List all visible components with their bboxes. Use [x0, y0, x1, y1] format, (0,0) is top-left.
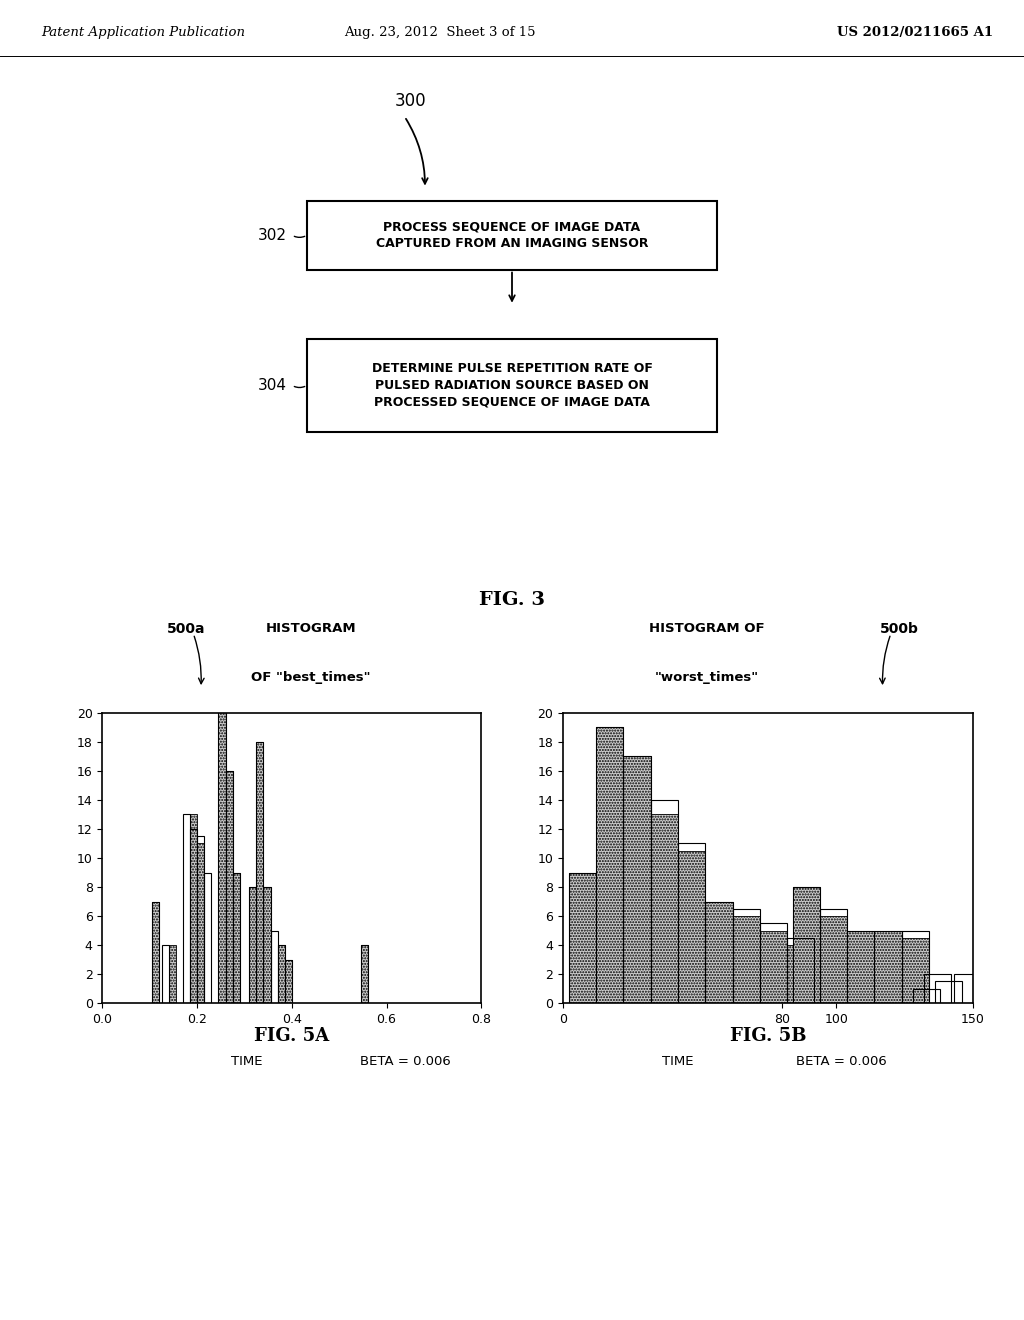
- Text: Patent Application Publication: Patent Application Publication: [41, 26, 245, 40]
- Bar: [678, 851, 706, 1003]
- Bar: [169, 945, 176, 1003]
- Text: TIME: TIME: [663, 1056, 693, 1068]
- Bar: [190, 829, 198, 1003]
- Bar: [263, 887, 270, 1003]
- Bar: [190, 814, 198, 1003]
- Text: DETERMINE PULSE REPETITION RATE OF
PULSED RADIATION SOURCE BASED ON
PROCESSED SE: DETERMINE PULSE REPETITION RATE OF PULSE…: [372, 362, 652, 409]
- Text: OF "best_times": OF "best_times": [251, 671, 371, 684]
- Text: US 2012/0211665 A1: US 2012/0211665 A1: [838, 26, 993, 40]
- Bar: [249, 887, 256, 1003]
- Text: PROCESS SEQUENCE OF IMAGE DATA
CAPTURED FROM AN IMAGING SENSOR: PROCESS SEQUENCE OF IMAGE DATA CAPTURED …: [376, 220, 648, 249]
- Bar: [285, 960, 292, 1003]
- Bar: [162, 945, 169, 1003]
- Bar: [218, 706, 225, 1003]
- Bar: [360, 945, 368, 1003]
- Bar: [153, 902, 160, 1003]
- Text: HISTOGRAM: HISTOGRAM: [265, 622, 356, 635]
- Bar: [847, 931, 874, 1003]
- Bar: [197, 843, 204, 1003]
- Bar: [650, 814, 678, 1003]
- Bar: [197, 837, 204, 1003]
- Bar: [307, 201, 717, 269]
- Bar: [624, 756, 650, 1003]
- Bar: [278, 945, 285, 1003]
- Bar: [225, 771, 232, 1003]
- Bar: [793, 887, 820, 1003]
- Bar: [820, 909, 847, 1003]
- Text: Aug. 23, 2012  Sheet 3 of 15: Aug. 23, 2012 Sheet 3 of 15: [344, 26, 537, 40]
- Bar: [263, 887, 270, 1003]
- Bar: [285, 960, 292, 1003]
- Bar: [232, 873, 240, 1003]
- Bar: [596, 727, 624, 1003]
- Bar: [793, 887, 820, 1003]
- Bar: [732, 909, 760, 1003]
- Bar: [568, 873, 596, 1003]
- Text: 500a: 500a: [167, 622, 205, 636]
- Bar: [760, 931, 787, 1003]
- Bar: [256, 742, 263, 1003]
- Bar: [183, 814, 190, 1003]
- Text: 300: 300: [394, 92, 426, 111]
- Bar: [902, 937, 929, 1003]
- Bar: [232, 873, 240, 1003]
- Text: 500b: 500b: [880, 622, 919, 636]
- Bar: [218, 706, 225, 1003]
- Bar: [902, 931, 929, 1003]
- Bar: [924, 974, 951, 1003]
- Bar: [650, 800, 678, 1003]
- Bar: [278, 945, 285, 1003]
- Bar: [820, 916, 847, 1003]
- Bar: [706, 902, 732, 1003]
- Bar: [225, 771, 232, 1003]
- Text: "worst_times": "worst_times": [654, 671, 759, 684]
- Text: 304: 304: [258, 378, 287, 393]
- Text: BETA = 0.006: BETA = 0.006: [360, 1056, 451, 1068]
- Bar: [953, 974, 973, 1003]
- Bar: [678, 843, 706, 1003]
- Bar: [787, 945, 814, 1003]
- Bar: [153, 902, 160, 1003]
- Bar: [256, 742, 263, 1003]
- Text: FIG. 5B: FIG. 5B: [730, 1027, 806, 1045]
- Bar: [270, 931, 278, 1003]
- Bar: [847, 931, 874, 1003]
- Text: 302: 302: [258, 227, 287, 243]
- Bar: [249, 887, 256, 1003]
- Bar: [360, 945, 368, 1003]
- Bar: [874, 931, 902, 1003]
- Bar: [204, 873, 211, 1003]
- Text: BETA = 0.006: BETA = 0.006: [797, 1056, 887, 1068]
- Bar: [307, 339, 717, 432]
- Bar: [787, 937, 814, 1003]
- Bar: [624, 756, 650, 1003]
- Bar: [596, 727, 624, 1003]
- Bar: [732, 916, 760, 1003]
- Bar: [935, 982, 962, 1003]
- Text: FIG. 3: FIG. 3: [479, 591, 545, 609]
- Bar: [874, 931, 902, 1003]
- Bar: [706, 902, 732, 1003]
- Text: HISTOGRAM OF: HISTOGRAM OF: [649, 622, 764, 635]
- Text: FIG. 5A: FIG. 5A: [254, 1027, 330, 1045]
- Bar: [568, 873, 596, 1003]
- Bar: [912, 989, 940, 1003]
- Bar: [760, 924, 787, 1003]
- Text: TIME: TIME: [230, 1056, 262, 1068]
